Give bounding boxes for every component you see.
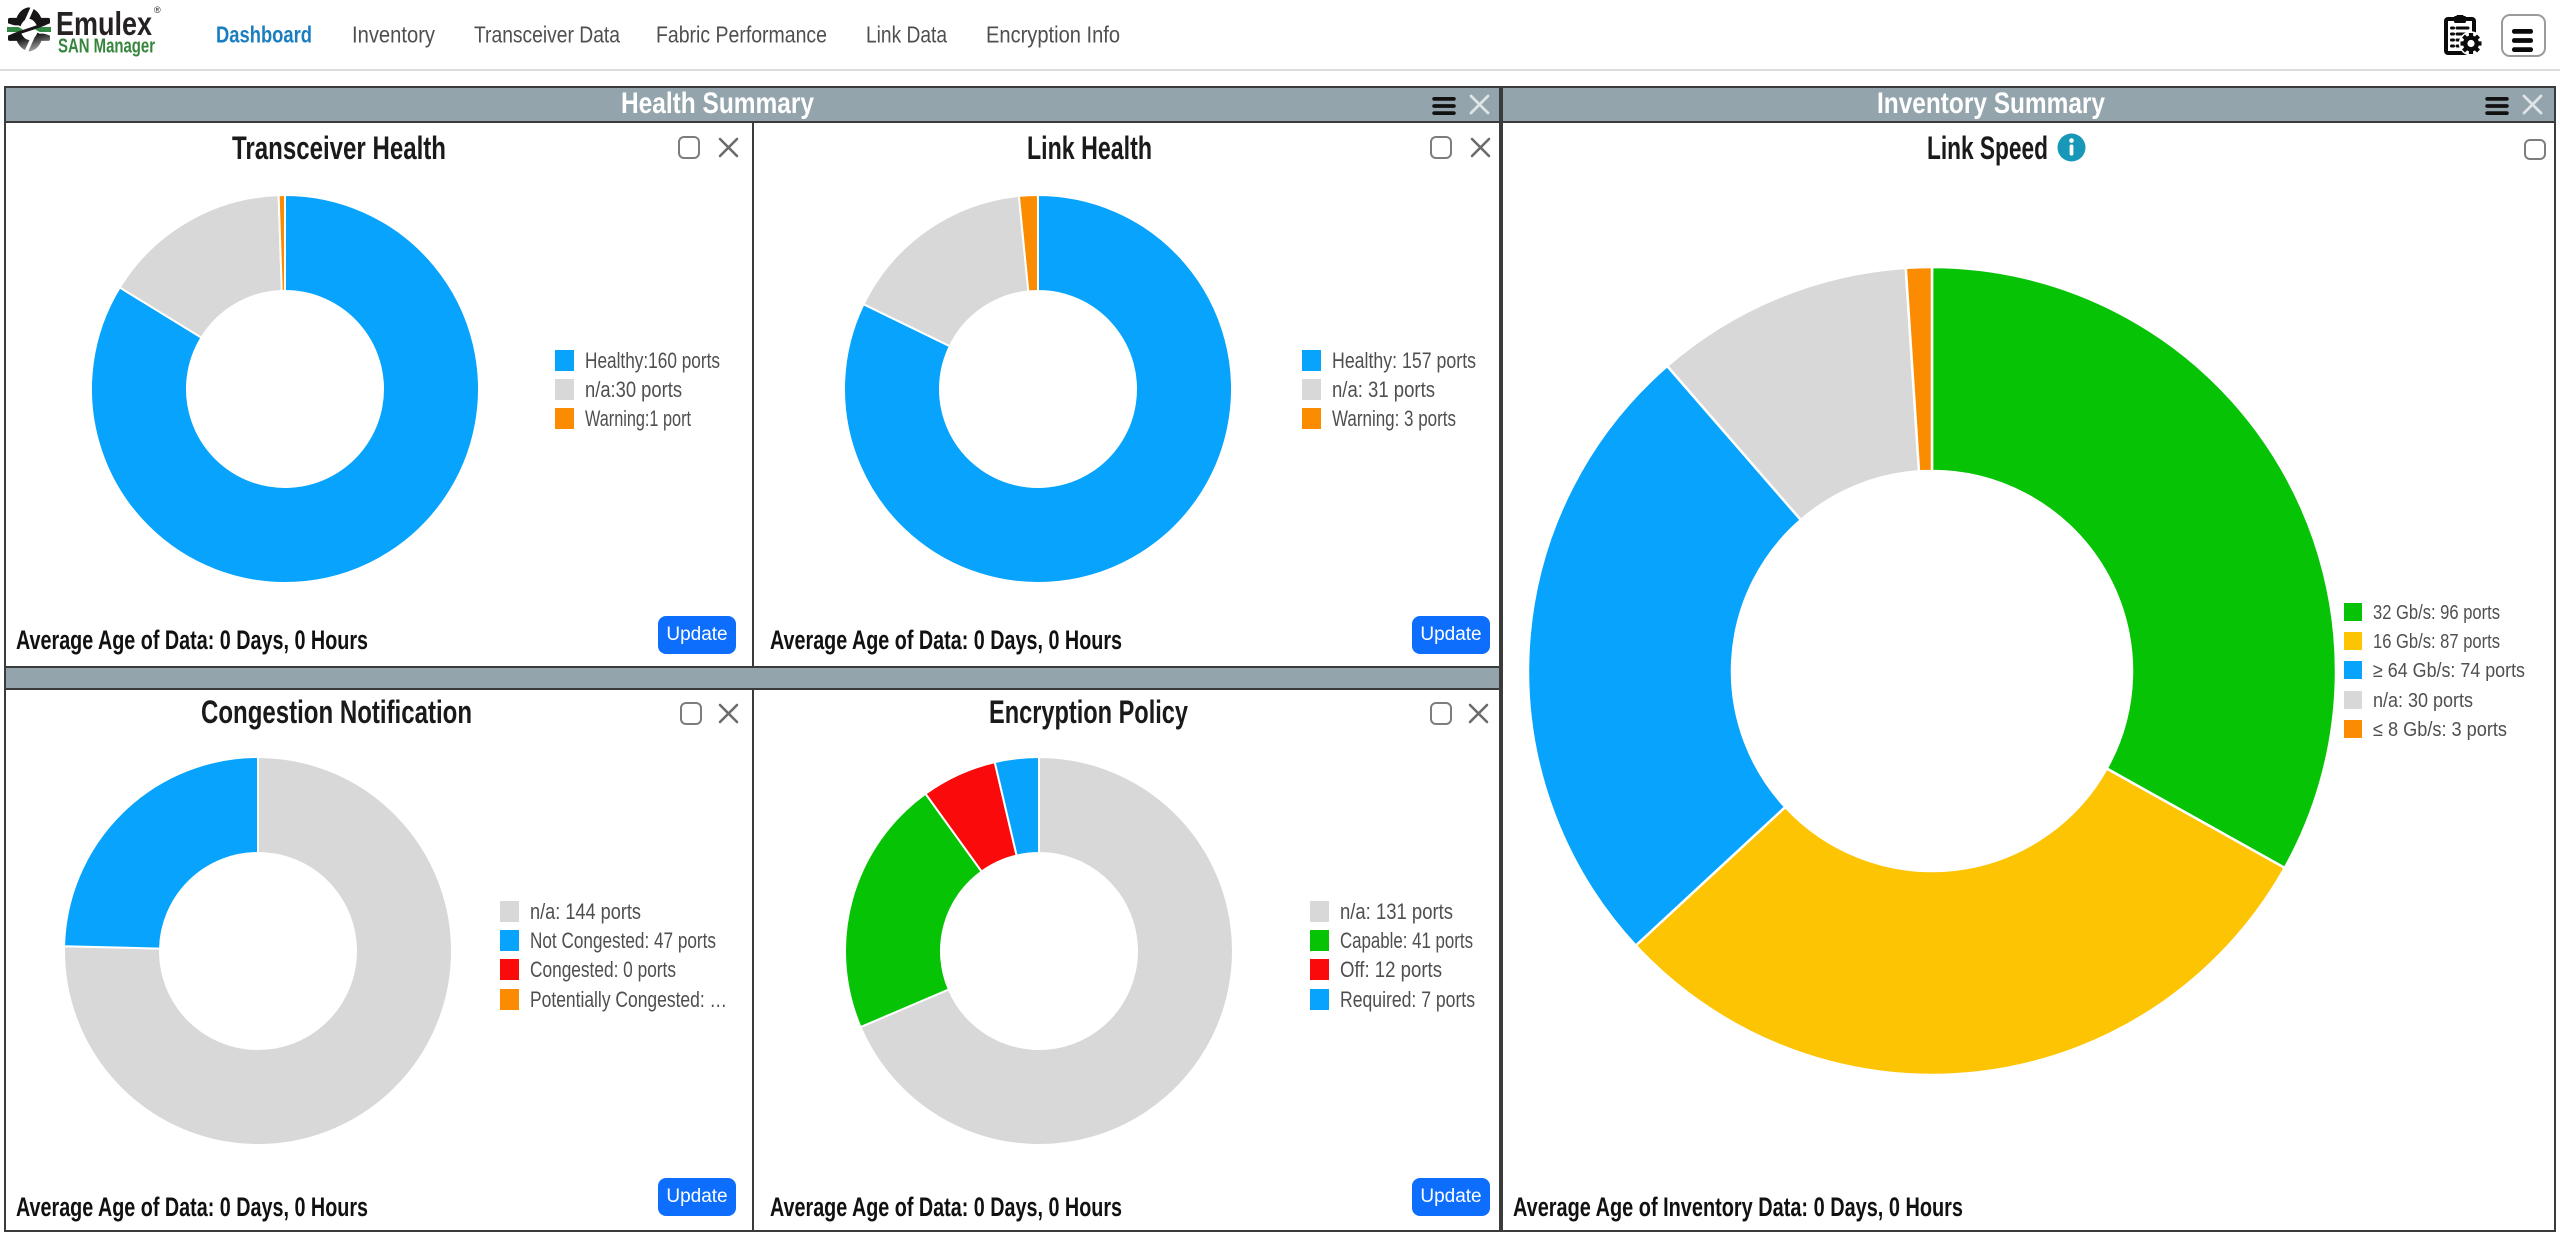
svg-text:Potentially Congested: …: Potentially Congested: … xyxy=(530,987,727,1012)
svg-text:Link Health: Link Health xyxy=(1027,130,1152,166)
svg-text:Link Speed: Link Speed xyxy=(1927,130,2048,166)
svg-text:Average Age of Data: 0 Days, 0: Average Age of Data: 0 Days, 0 Hours xyxy=(770,1192,1122,1222)
svg-text:Congestion Notification: Congestion Notification xyxy=(201,694,472,730)
svg-text:Average Age of Data: 0 Days, 0: Average Age of Data: 0 Days, 0 Hours xyxy=(770,625,1122,655)
svg-text:Warning:1 port: Warning:1 port xyxy=(585,406,691,431)
svg-text:Capable: 41 ports: Capable: 41 ports xyxy=(1340,928,1473,953)
svg-text:≥ 64 Gb/s: 74 ports: ≥ 64 Gb/s: 74 ports xyxy=(2373,660,2525,682)
svg-text:Inventory: Inventory xyxy=(352,22,435,48)
svg-text:®: ® xyxy=(154,5,161,15)
svg-text:Average Age of Data: 0 Days, 0: Average Age of Data: 0 Days, 0 Hours xyxy=(16,1192,368,1222)
svg-text:n/a: 30 ports: n/a: 30 ports xyxy=(2373,690,2473,712)
svg-text:Warning: 3 ports: Warning: 3 ports xyxy=(1332,406,1456,431)
svg-text:Emulex: Emulex xyxy=(56,5,153,42)
svg-text:Not Congested: 47 ports: Not Congested: 47 ports xyxy=(530,928,716,953)
svg-text:≤ 8 Gb/s: 3 ports: ≤ 8 Gb/s: 3 ports xyxy=(2373,719,2507,741)
svg-text:16 Gb/s: 87 ports: 16 Gb/s: 87 ports xyxy=(2373,631,2500,653)
svg-text:Off: 12 ports: Off: 12 ports xyxy=(1340,957,1442,982)
svg-text:Average Age of Data: 0 Days, 0: Average Age of Data: 0 Days, 0 Hours xyxy=(16,625,368,655)
svg-text:Encryption Policy: Encryption Policy xyxy=(989,694,1188,730)
svg-text:n/a: 144 ports: n/a: 144 ports xyxy=(530,899,641,924)
svg-text:n/a: 131 ports: n/a: 131 ports xyxy=(1340,899,1453,924)
svg-text:Dashboard: Dashboard xyxy=(216,22,312,48)
svg-text:Encryption Info: Encryption Info xyxy=(986,22,1120,48)
svg-text:n/a: 31 ports: n/a: 31 ports xyxy=(1332,377,1435,402)
svg-text:Average Age of Inventory Data:: Average Age of Inventory Data: 0 Days, 0… xyxy=(1513,1192,1963,1222)
svg-text:n/a:30 ports: n/a:30 ports xyxy=(585,377,682,402)
svg-text:Congested: 0 ports: Congested: 0 ports xyxy=(530,957,676,982)
svg-text:Health Summary: Health Summary xyxy=(621,87,814,120)
svg-text:SAN Manager: SAN Manager xyxy=(58,36,155,58)
svg-text:Link Data: Link Data xyxy=(866,22,947,48)
svg-text:32 Gb/s: 96 ports: 32 Gb/s: 96 ports xyxy=(2373,602,2500,624)
svg-text:Fabric Performance: Fabric Performance xyxy=(656,22,827,48)
svg-text:Healthy:160 ports: Healthy:160 ports xyxy=(585,348,720,373)
svg-text:Transceiver Health: Transceiver Health xyxy=(232,130,446,166)
svg-text:Healthy: 157 ports: Healthy: 157 ports xyxy=(1332,348,1476,373)
svg-text:Inventory Summary: Inventory Summary xyxy=(1877,87,2105,120)
svg-text:Required: 7 ports: Required: 7 ports xyxy=(1340,987,1475,1012)
svg-text:Transceiver Data: Transceiver Data xyxy=(474,22,620,48)
